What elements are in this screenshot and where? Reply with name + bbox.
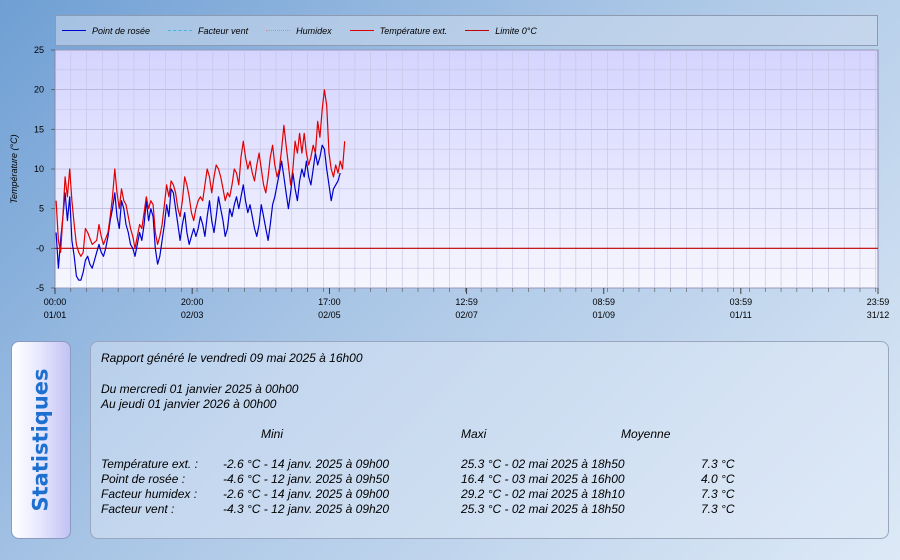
row-max: 25.3 °C - 02 mai 2025 à 18h50 <box>461 502 625 516</box>
legend-label-dew-point: Point de rosée <box>92 25 151 36</box>
legend-item-dew-point: Point de rosée <box>62 26 150 36</box>
row-max: 16.4 °C - 03 mai 2025 à 16h00 <box>461 472 625 486</box>
row-avg: 7.3 °C <box>701 502 735 516</box>
temperature-chart: 25 20 15 10 5 -0 -500:00 01/01 20:00 02/03 17:00 02… <box>9 45 889 320</box>
row-min: -2.6 °C - 14 janv. 2025 à 09h00 <box>223 457 390 471</box>
statistics-panel: Rapport généré le vendredi 09 mai 2025 à… <box>90 341 889 539</box>
header-min: Mini <box>261 427 284 441</box>
row-min: -4.3 °C - 12 janv. 2025 à 09h20 <box>223 502 390 516</box>
row-label: Facteur humidex : <box>101 487 198 501</box>
row-min: -2.6 °C - 14 janv. 2025 à 09h00 <box>223 487 390 501</box>
y-tick-label: 20 <box>34 85 44 95</box>
x-tick-date: 31/12 <box>867 310 890 320</box>
x-tick-date: 01/11 <box>730 310 752 320</box>
legend-swatch-humidex <box>266 30 291 31</box>
period-to: Au jeudi 01 janvier 2026 à 00h00 <box>101 397 277 411</box>
header-avg: Moyenne <box>621 427 671 441</box>
row-min: -4.6 °C - 12 janv. 2025 à 09h50 <box>223 472 390 486</box>
series-ext-temp-line <box>55 89 346 257</box>
x-tick-time: 12:59 <box>455 297 478 307</box>
chart-legend: Point de rosée Facteur vent Humidex Temp… <box>55 15 878 46</box>
legend-label-humidex: Humidex <box>296 25 332 36</box>
y-tick-label: 10 <box>34 164 44 174</box>
y-tick-label: -5 <box>36 283 44 293</box>
y-tick-label: 25 <box>34 45 44 55</box>
y-axis-label: Température (°C) <box>9 134 19 203</box>
x-tick-time: 00:00 <box>44 297 67 307</box>
header-max: Maxi <box>461 427 487 441</box>
row-avg: 7.3 °C <box>701 487 735 501</box>
row-label: Facteur vent : <box>101 502 175 516</box>
legend-swatch-dew-point <box>62 30 86 31</box>
row-avg: 7.3 °C <box>701 457 735 471</box>
legend-swatch-ext-temp <box>349 30 374 31</box>
legend-label-ext-temp: Température ext. <box>379 25 448 36</box>
y-tick-label: -0 <box>36 243 44 253</box>
legend-label-wind-factor: Facteur vent <box>198 25 249 36</box>
axes: 25 20 15 10 5 -0 -500:00 01/01 20:00 02/03 17:00 02… <box>34 45 889 320</box>
legend-item-limit-zero: Limite 0°C <box>465 26 537 36</box>
row-label: Point de rosée : <box>101 472 186 486</box>
row-max: 25.3 °C - 02 mai 2025 à 18h50 <box>461 457 625 471</box>
statistics-tab: Statistiques <box>11 341 71 539</box>
x-tick-time: 17:00 <box>318 297 341 307</box>
y-tick-label: 5 <box>39 204 44 214</box>
x-tick-date: 02/05 <box>318 310 341 320</box>
legend-item-wind-factor: Facteur vent <box>168 26 248 36</box>
row-max: 29.2 °C - 02 mai 2025 à 18h10 <box>461 487 625 501</box>
report-generated: Rapport généré le vendredi 09 mai 2025 à… <box>101 351 363 365</box>
legend-swatch-limit-zero <box>465 30 490 31</box>
x-tick-date: 01/01 <box>44 310 67 320</box>
y-tick-label: 15 <box>34 124 44 134</box>
row-label: Température ext. : <box>101 457 198 471</box>
x-tick-time: 20:00 <box>181 297 204 307</box>
x-tick-date: 02/07 <box>455 310 478 320</box>
legend-swatch-wind-factor <box>168 30 193 31</box>
legend-item-ext-temp: Température ext. <box>349 25 448 36</box>
row-avg: 4.0 °C <box>701 472 735 486</box>
x-tick-date: 02/03 <box>181 310 204 320</box>
legend-label-limit-zero: Limite 0°C <box>495 25 537 36</box>
series-layer <box>55 89 346 281</box>
x-tick-time: 23:59 <box>867 297 890 307</box>
period-from: Du mercredi 01 janvier 2025 à 00h00 <box>101 382 299 396</box>
x-tick-date: 01/09 <box>592 310 615 320</box>
statistics-tab-label: Statistiques <box>29 368 54 512</box>
x-tick-time: 08:59 <box>592 297 615 307</box>
x-tick-time: 03:59 <box>730 297 753 307</box>
legend-item-humidex: Humidex <box>266 26 332 36</box>
